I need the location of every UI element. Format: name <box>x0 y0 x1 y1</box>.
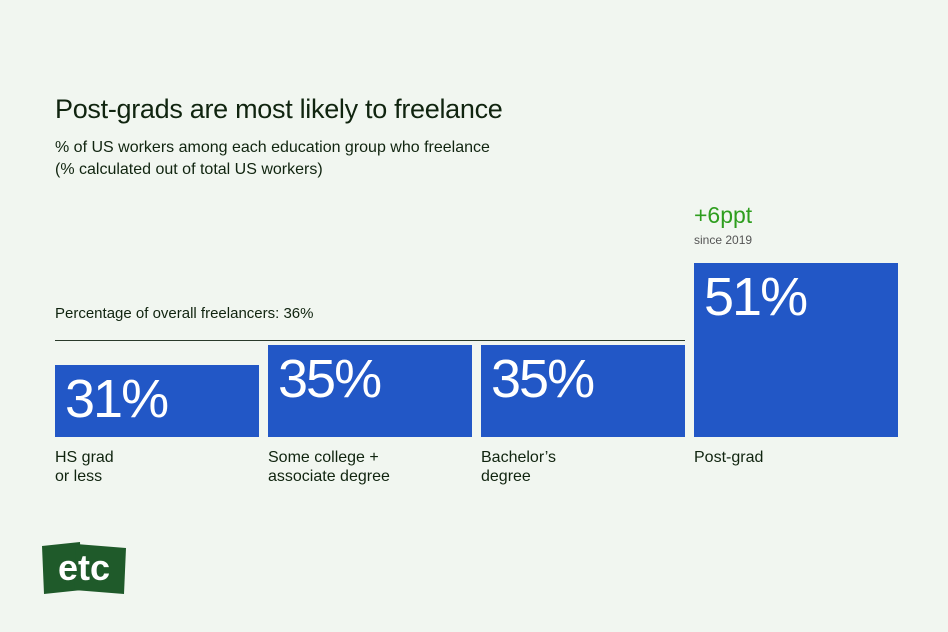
reference-line <box>55 339 685 341</box>
reference-label: Percentage of overall freelancers: 36% <box>55 304 314 322</box>
x-tick-label: HS grad or less <box>55 449 114 485</box>
annotation: +6ppt <box>694 202 753 229</box>
logo-text: etc <box>58 547 110 588</box>
value-label: 31% <box>65 369 169 430</box>
annotation-subtext: since 2019 <box>694 233 753 248</box>
value-label: 51% <box>704 267 808 328</box>
bar <box>268 344 472 437</box>
chart-subtitle: % of US workers among each education gro… <box>55 139 490 178</box>
logo: etc <box>42 542 126 594</box>
bar <box>694 263 898 437</box>
bar <box>55 365 259 437</box>
chart-title: Post-grads are most likely to freelance <box>55 94 503 124</box>
bar <box>481 344 685 437</box>
value-label: 35% <box>491 348 595 409</box>
x-tick-label: Post-grad <box>694 449 764 466</box>
value-label: 35% <box>278 348 382 409</box>
x-tick-label: Some college + associate degree <box>268 449 390 485</box>
x-tick-label: Bachelor’s degree <box>481 449 557 485</box>
